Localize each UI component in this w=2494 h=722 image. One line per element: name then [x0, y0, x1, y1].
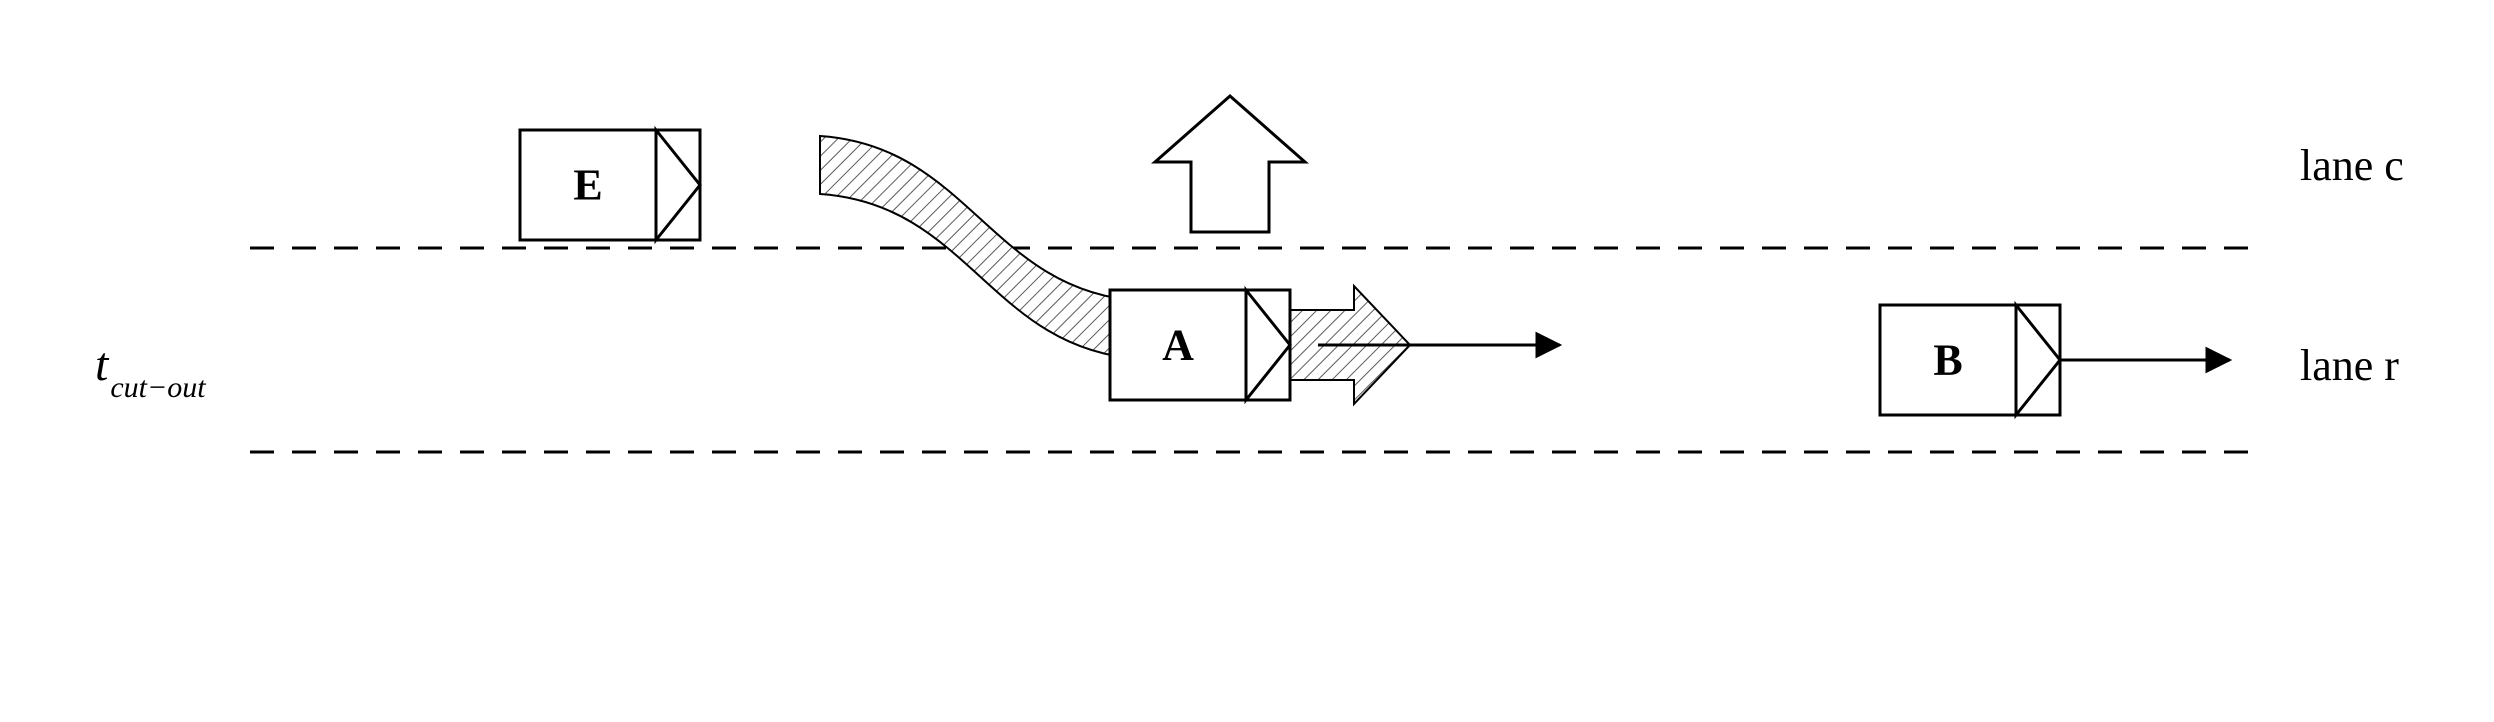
block-arrow-up-icon	[1155, 96, 1305, 232]
lane-c-label: lane c	[2300, 141, 2404, 190]
vehicle-a: A	[1110, 290, 1290, 400]
lane-diagram: E A Blane c lane r tcut−out	[0, 0, 2494, 722]
time-label: tcut−out	[95, 338, 206, 404]
vehicle-b: B	[1880, 305, 2060, 415]
vehicle-e-label: E	[573, 161, 602, 210]
vehicle-b-label: B	[1933, 336, 1962, 385]
lane-r-label: lane r	[2300, 341, 2399, 390]
vehicle-e: E	[520, 130, 700, 240]
vehicle-a-label: A	[1162, 321, 1194, 370]
